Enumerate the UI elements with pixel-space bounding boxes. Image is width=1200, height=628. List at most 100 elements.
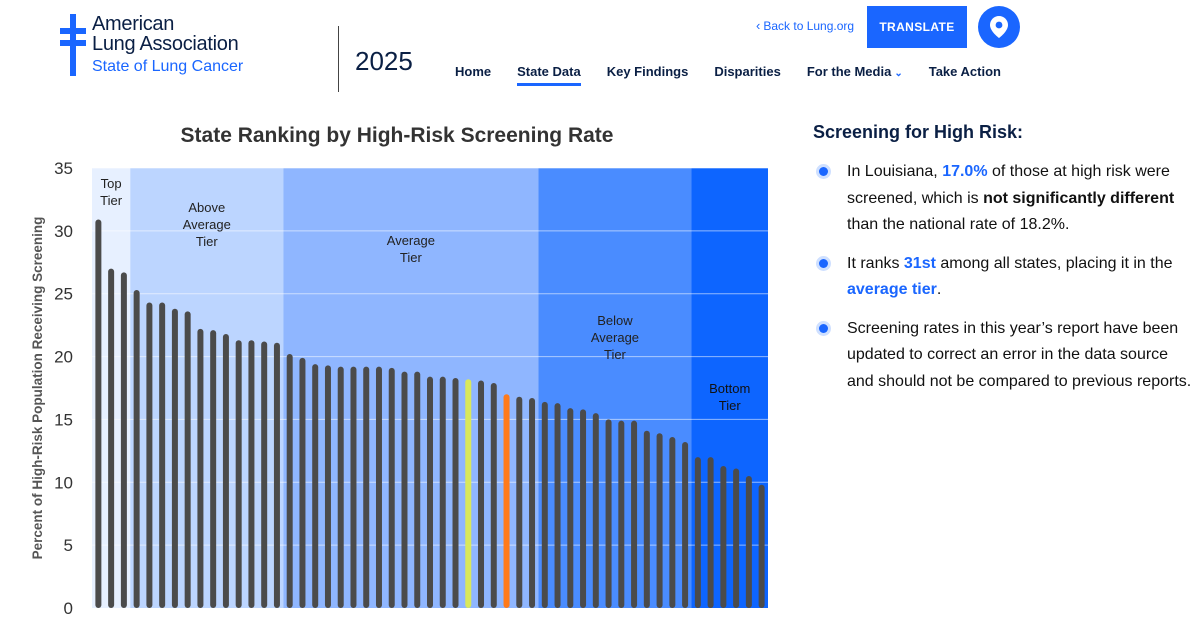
bar-31 <box>490 382 497 608</box>
tier-label-4: Bottom Tier <box>709 381 750 413</box>
bar-29 <box>465 379 472 608</box>
bar-28 <box>452 377 459 608</box>
bar-44 <box>656 433 663 608</box>
tier-band-3 <box>538 168 692 608</box>
y-tick-label: 25 <box>54 285 73 304</box>
bar-39 <box>592 413 599 608</box>
bullet-screening-rate: In Louisiana, 17.0% of those at high ris… <box>813 159 1193 239</box>
state-tier: average tier <box>847 281 937 298</box>
bar-33 <box>516 396 523 608</box>
nav-take-action[interactable]: Take Action <box>928 64 1001 79</box>
logo-line-state-of-lung-cancer: State of Lung Cancer <box>92 58 244 75</box>
nav-state-data[interactable]: State Data <box>517 64 581 86</box>
back-to-lung-link[interactable]: ‹ Back to Lung.org <box>756 18 854 33</box>
bar-15 <box>286 354 293 608</box>
bar-13 <box>261 341 268 608</box>
bar-9 <box>210 330 217 608</box>
bar-38 <box>580 409 587 608</box>
bar-8 <box>197 328 204 608</box>
bar-19 <box>337 366 344 608</box>
logo-line-lung-association: Lung Association <box>92 33 239 55</box>
bullet-dot-icon <box>819 323 828 333</box>
bar-37 <box>567 408 574 608</box>
bar-47 <box>694 457 701 608</box>
bar-35 <box>541 401 548 608</box>
bar-46 <box>682 442 689 608</box>
bar-22 <box>375 366 382 608</box>
back-link-label: Back to Lung.org <box>763 19 855 33</box>
bar-25 <box>414 371 421 608</box>
bar-34 <box>529 398 536 608</box>
lung-cross-icon <box>60 14 86 76</box>
bar-11 <box>235 340 242 608</box>
logo-divider <box>338 26 339 92</box>
y-tick-label: 20 <box>54 348 73 367</box>
y-tick-label: 0 <box>64 599 73 618</box>
logo[interactable]: American Lung Association State of Lung … <box>58 14 413 92</box>
translate-button[interactable]: TRANSLATE <box>867 6 967 48</box>
chevron-left-icon: ‹ <box>756 18 761 33</box>
logo-text: American Lung Association State of Lung … <box>92 14 243 77</box>
bar-2 <box>120 272 127 608</box>
chart-title: State Ranking by High-Risk Screening Rat… <box>180 124 614 147</box>
bullet2-text-2: among all states, placing it in the <box>935 254 1173 272</box>
bar-5 <box>159 302 166 608</box>
y-tick-label: 5 <box>64 536 73 555</box>
bar-27 <box>439 376 446 608</box>
bar-32 <box>503 394 510 608</box>
bar-30 <box>478 380 485 608</box>
bullet3-text: Screening rates in this year’s report ha… <box>847 319 1192 390</box>
info-heading: Screening for High Risk: <box>813 122 1024 142</box>
bullet-data-note: Screening rates in this year’s report ha… <box>813 316 1193 396</box>
tier-label-2: Average Tier <box>387 233 435 265</box>
bullet1-text-1: In Louisiana, <box>847 163 943 180</box>
bar-10 <box>222 333 229 608</box>
y-tick-label: 15 <box>54 410 73 429</box>
tier-label-1: Above Average Tier <box>183 200 231 249</box>
tier-band-1 <box>130 168 284 608</box>
bullet-dot-icon <box>819 258 828 268</box>
bar-18 <box>324 365 331 608</box>
bar-26 <box>427 376 433 608</box>
y-tick-label: 35 <box>54 159 73 178</box>
location-pin-icon <box>990 16 1008 38</box>
info-panel: Screening for High Risk: In Louisiana, 1… <box>813 122 1193 407</box>
bar-45 <box>669 437 676 608</box>
main-nav: Home State Data Key Findings Disparities… <box>455 64 1027 86</box>
bullet2-text-1: It ranks <box>847 254 904 272</box>
bullet2-text-3: . <box>936 281 942 298</box>
bar-16 <box>299 357 306 608</box>
nav-disparities[interactable]: Disparities <box>714 64 781 79</box>
bar-7 <box>184 311 191 608</box>
nav-key-findings[interactable]: Key Findings <box>606 64 689 79</box>
bar-3 <box>133 289 140 608</box>
nav-for-the-media[interactable]: For the Media ⌄ <box>807 64 903 86</box>
bar-23 <box>388 367 395 608</box>
location-button[interactable] <box>978 6 1020 48</box>
bar-17 <box>312 364 319 608</box>
nav-for-the-media-label: For the Media <box>806 64 892 79</box>
bar-20 <box>350 366 357 608</box>
bar-6 <box>171 308 178 608</box>
y-tick-label: 10 <box>54 473 73 492</box>
bar-51 <box>745 476 752 608</box>
bar-50 <box>733 468 740 608</box>
bullet1-text-3: than the national rate of 18.2%. <box>847 216 1070 233</box>
tier-label-3: Below Average Tier <box>591 313 639 362</box>
bar-12 <box>248 340 255 608</box>
bar-21 <box>363 366 370 608</box>
tier-band-4 <box>691 168 768 608</box>
bar-24 <box>401 371 408 608</box>
bar-42 <box>631 420 638 608</box>
tier-label-0: Top Tier <box>100 176 123 208</box>
bar-14 <box>273 342 280 608</box>
nav-home[interactable]: Home <box>455 64 492 79</box>
bullet-ranking: It ranks 31st among all states, placing … <box>813 251 1193 304</box>
bar-1 <box>108 268 115 608</box>
screening-rate-chart: 0 5 10 15 20 25 30 35 Top Tier Above Average Tier Ave… <box>30 159 768 618</box>
y-tick-label: 30 <box>54 222 73 241</box>
y-axis-label: Percent of High-Risk Population Receivin… <box>30 217 45 560</box>
bullet1-text-2: of those at high risk were screened, whi… <box>847 163 1170 207</box>
chevron-down-icon: ⌄ <box>894 68 903 79</box>
louisiana-rate: 17.0% <box>942 163 988 180</box>
